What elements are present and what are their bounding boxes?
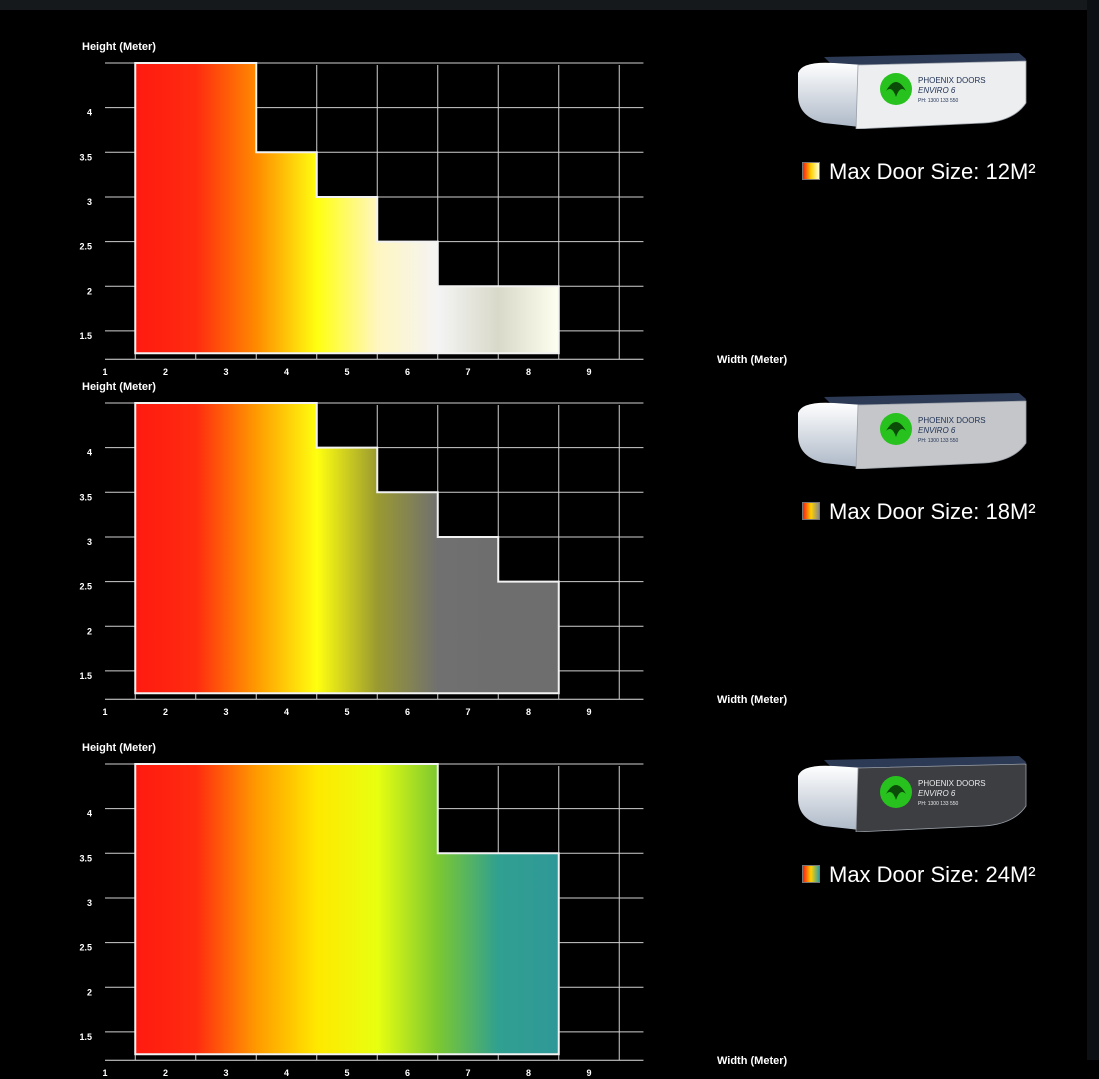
y-tick-label: 3 bbox=[87, 898, 92, 908]
x-tick-label: 2 bbox=[163, 367, 168, 377]
max-door-size-label: Max Door Size: 24M² bbox=[802, 862, 1036, 888]
right-frame-bar bbox=[1087, 0, 1099, 1060]
x-tick-label: 1 bbox=[102, 1068, 107, 1078]
y-tick-label: 1.5 bbox=[79, 1032, 92, 1042]
y-tick-label: 2 bbox=[87, 286, 92, 296]
max-door-size-text: Max Door Size: 24M² bbox=[829, 862, 1036, 887]
motor-model-text: ENVIRO 6 bbox=[918, 789, 956, 798]
y-tick-label: 2.5 bbox=[79, 943, 92, 953]
y-tick-label: 2.5 bbox=[79, 582, 92, 592]
x-tick-label: 9 bbox=[586, 1068, 591, 1078]
x-tick-label: 2 bbox=[163, 1068, 168, 1078]
y-tick-label: 2 bbox=[87, 626, 92, 636]
color-swatch-icon bbox=[802, 865, 820, 883]
x-tick-label: 7 bbox=[465, 707, 470, 717]
x-tick-label: 1 bbox=[102, 707, 107, 717]
y-axis-label: Height (Meter) bbox=[82, 41, 156, 53]
max-door-size-text: Max Door Size: 18M² bbox=[829, 499, 1036, 524]
y-tick-label: 4 bbox=[87, 809, 92, 819]
x-tick-label: 4 bbox=[284, 707, 289, 717]
x-tick-label: 7 bbox=[465, 367, 470, 377]
y-tick-label: 1.5 bbox=[79, 671, 92, 681]
y-tick-label: 4 bbox=[87, 108, 92, 118]
motor-phone-text: PH: 1300 133 550 bbox=[918, 801, 959, 807]
motor-phone-text: PH: 1300 133 550 bbox=[918, 98, 959, 104]
motor-model-text: ENVIRO 6 bbox=[918, 86, 956, 95]
color-swatch-icon bbox=[802, 162, 820, 180]
motor-brand-text: PHOENIX DOORS bbox=[918, 416, 986, 425]
x-tick-label: 6 bbox=[405, 367, 410, 377]
x-tick-label: 1 bbox=[102, 367, 107, 377]
y-tick-label: 3 bbox=[87, 197, 92, 207]
opener-panel-1: PHOENIX DOORS ENVIRO 6 PH: 1300 133 550 Max… bbox=[780, 45, 1080, 205]
motor-model-text: ENVIRO 6 bbox=[918, 426, 956, 435]
x-tick-label: 8 bbox=[526, 1068, 531, 1078]
y-tick-label: 1.5 bbox=[79, 331, 92, 341]
x-axis-label: Width (Meter) bbox=[717, 354, 788, 366]
color-swatch-icon bbox=[802, 502, 820, 520]
x-tick-label: 5 bbox=[344, 707, 349, 717]
door-size-chart-1: Height (Meter) 4 3.5 3 2.5 2 1.5 1 2 3 4 5 6 7 8 9 Width… bbox=[79, 41, 787, 377]
y-tick-label: 3 bbox=[87, 537, 92, 547]
y-tick-label: 4 bbox=[87, 448, 92, 458]
motor-brand-text: PHOENIX DOORS bbox=[918, 76, 986, 85]
x-axis-label: Width (Meter) bbox=[717, 694, 788, 706]
x-tick-label: 6 bbox=[405, 1068, 410, 1078]
top-frame-bar bbox=[0, 0, 1099, 10]
x-tick-label: 3 bbox=[223, 707, 228, 717]
y-axis-label: Height (Meter) bbox=[82, 742, 156, 754]
opener-panel-2: PHOENIX DOORS ENVIRO 6 PH: 1300 133 550 Max… bbox=[780, 385, 1080, 545]
x-tick-label: 6 bbox=[405, 707, 410, 717]
max-door-size-area bbox=[134, 62, 560, 355]
y-tick-label: 2 bbox=[87, 987, 92, 997]
y-axis-label: Height (Meter) bbox=[82, 381, 156, 393]
opener-panel-3: PHOENIX DOORS ENVIRO 6 PH: 1300 133 550 Max… bbox=[780, 748, 1080, 908]
x-tick-label: 9 bbox=[586, 707, 591, 717]
max-door-size-text: Max Door Size: 12M² bbox=[829, 159, 1036, 184]
x-tick-label: 4 bbox=[284, 367, 289, 377]
x-tick-label: 5 bbox=[344, 367, 349, 377]
x-axis-label: Width (Meter) bbox=[717, 1055, 788, 1067]
y-tick-label: 2.5 bbox=[79, 242, 92, 252]
motor-phone-text: PH: 1300 133 550 bbox=[918, 438, 959, 444]
x-tick-label: 4 bbox=[284, 1068, 289, 1078]
x-tick-label: 8 bbox=[526, 367, 531, 377]
max-door-size-area bbox=[134, 763, 560, 1056]
max-door-size-area bbox=[134, 402, 560, 695]
x-tick-label: 9 bbox=[586, 367, 591, 377]
door-size-chart-3: Height (Meter) 4 3.5 3 2.5 2 1.5 1 2 3 4 5 6 7 8 9 Width… bbox=[79, 742, 787, 1078]
x-tick-label: 8 bbox=[526, 707, 531, 717]
x-tick-label: 3 bbox=[223, 367, 228, 377]
y-tick-label: 3.5 bbox=[79, 492, 92, 502]
x-tick-label: 7 bbox=[465, 1068, 470, 1078]
max-door-size-label: Max Door Size: 18M² bbox=[802, 499, 1036, 525]
door-size-chart-2: Height (Meter) 4 3.5 3 2.5 2 1.5 1 2 3 4 5 6 7 8 9 Width… bbox=[79, 381, 787, 717]
max-door-size-label: Max Door Size: 12M² bbox=[802, 159, 1036, 185]
x-tick-label: 2 bbox=[163, 707, 168, 717]
x-tick-label: 5 bbox=[344, 1068, 349, 1078]
y-tick-label: 3.5 bbox=[79, 152, 92, 162]
x-tick-label: 3 bbox=[223, 1068, 228, 1078]
motor-brand-text: PHOENIX DOORS bbox=[918, 779, 986, 788]
y-tick-label: 3.5 bbox=[79, 853, 92, 863]
